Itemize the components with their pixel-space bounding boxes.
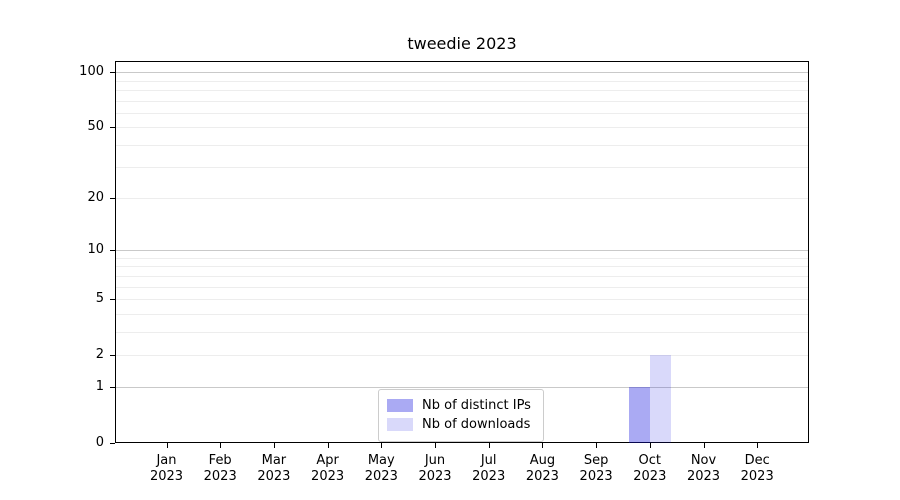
y-tick <box>110 443 115 444</box>
y-tick-label: 5 <box>95 291 104 307</box>
x-tick <box>650 443 651 448</box>
y-gridline-minor <box>116 127 808 129</box>
x-tick <box>220 443 221 448</box>
x-tick <box>328 443 329 448</box>
y-gridline-minor <box>116 354 808 356</box>
x-tick-label: Jan 2023 <box>149 453 184 484</box>
y-tick-label: 50 <box>87 119 104 135</box>
y-gridline-minor <box>116 275 808 277</box>
y-tick <box>110 299 115 300</box>
y-tick <box>110 250 115 251</box>
y-gridline-minor <box>116 144 808 146</box>
x-tick-label: Sep 2023 <box>579 453 613 484</box>
x-tick <box>435 443 436 448</box>
y-gridline-minor <box>116 286 808 288</box>
y-gridline-major <box>116 250 808 252</box>
legend-item-distinct-ips: Nb of distinct IPs <box>387 397 535 414</box>
bar-distinct-ips-oct <box>628 387 650 443</box>
x-tick <box>274 443 275 448</box>
x-tick <box>704 443 705 448</box>
legend: Nb of distinct IPs Nb of downloads <box>378 389 544 442</box>
y-tick <box>110 198 115 199</box>
x-tick-label: Aug 2023 <box>525 453 559 484</box>
x-tick-label: May 2023 <box>364 453 398 484</box>
y-tick-label: 20 <box>87 190 104 206</box>
y-gridline-minor <box>116 313 808 315</box>
x-tick <box>381 443 382 448</box>
plot-area <box>115 61 809 443</box>
y-tick-label: 10 <box>87 242 104 258</box>
y-gridline-major <box>116 72 808 74</box>
x-tick <box>489 443 490 448</box>
y-tick-label: 2 <box>95 346 104 362</box>
bar-downloads-oct <box>649 354 671 443</box>
y-tick <box>110 72 115 73</box>
legend-label-downloads: Nb of downloads <box>422 417 531 432</box>
y-gridline-minor <box>116 258 808 259</box>
x-tick-label: Nov 2023 <box>686 453 721 484</box>
y-gridline-minor <box>116 112 808 114</box>
y-tick <box>110 355 115 356</box>
legend-item-downloads: Nb of downloads <box>387 416 535 433</box>
x-tick <box>757 443 758 448</box>
x-tick <box>167 443 168 448</box>
y-gridline-minor <box>116 331 808 333</box>
y-tick <box>110 127 115 128</box>
y-gridline-minor <box>116 100 808 102</box>
x-tick-label: Mar 2023 <box>257 453 291 484</box>
y-gridline-minor <box>116 198 808 200</box>
legend-swatch-downloads <box>387 418 413 431</box>
x-tick <box>542 443 543 448</box>
x-tick-label: Apr 2023 <box>311 453 345 484</box>
y-gridline-minor <box>116 80 808 82</box>
y-gridline-major <box>116 387 808 389</box>
y-gridline-minor <box>116 89 808 91</box>
y-tick-label: 100 <box>79 64 104 80</box>
y-gridline-minor <box>116 167 808 169</box>
x-tick-label: Jul 2023 <box>472 453 506 484</box>
y-tick <box>110 387 115 388</box>
chart-title: tweedie 2023 <box>407 34 517 53</box>
legend-swatch-distinct-ips <box>387 399 413 412</box>
x-tick-label: Jun 2023 <box>418 453 452 484</box>
y-gridline-minor <box>116 266 808 268</box>
x-tick-label: Oct 2023 <box>633 453 667 484</box>
y-tick-label: 1 <box>95 379 104 395</box>
x-tick <box>596 443 597 448</box>
x-tick-label: Feb 2023 <box>203 453 237 484</box>
y-tick-label: 0 <box>95 435 104 450</box>
x-tick-label: Dec 2023 <box>740 453 774 484</box>
legend-label-distinct-ips: Nb of distinct IPs <box>422 398 531 413</box>
y-gridline-minor <box>116 299 808 301</box>
